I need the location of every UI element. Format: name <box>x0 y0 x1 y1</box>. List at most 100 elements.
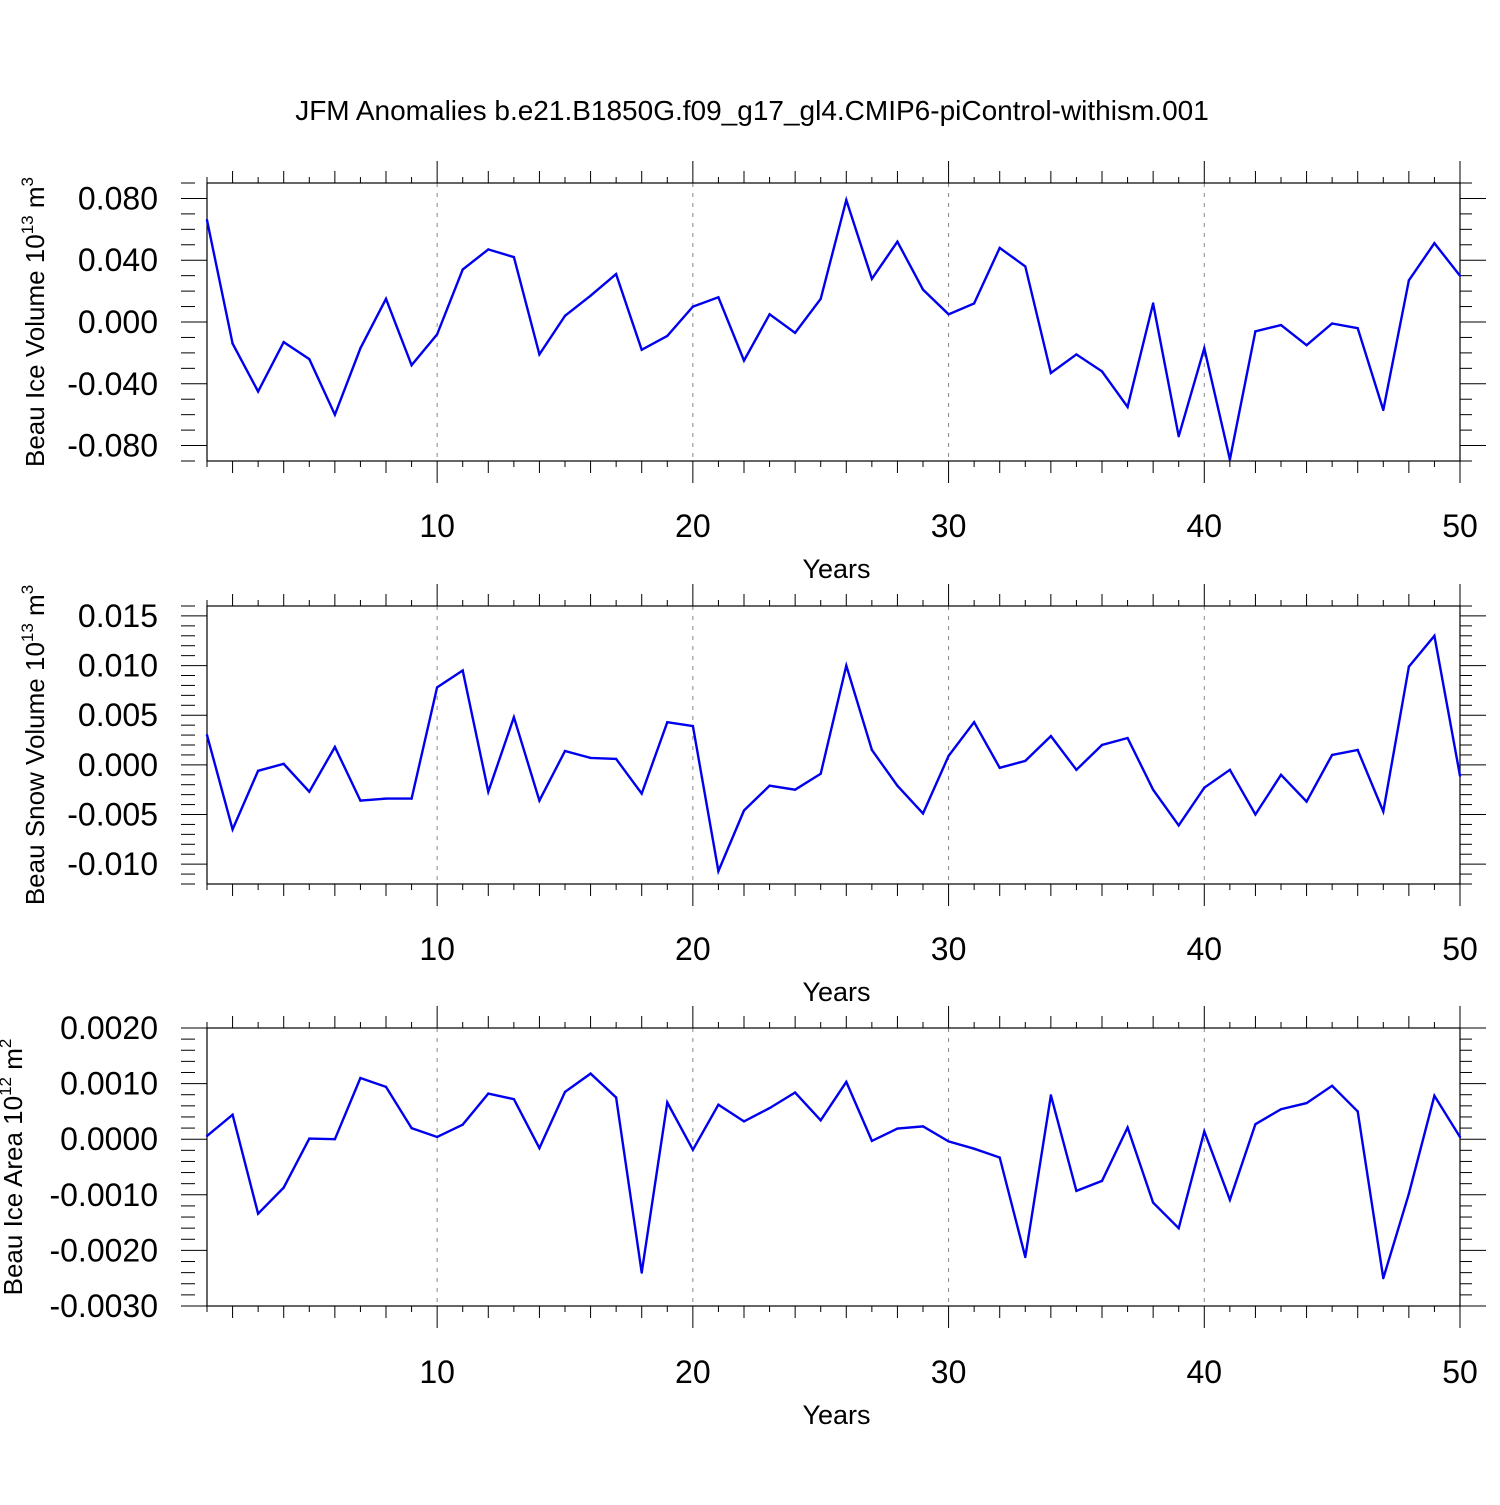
data-point <box>231 342 234 345</box>
data-point <box>717 1103 720 1106</box>
y-axis-label-unit-exponent: 2 <box>0 1039 15 1048</box>
data-point <box>1458 1135 1462 1139</box>
data-point <box>691 724 695 728</box>
y-axis-label-unit: m <box>0 1048 28 1077</box>
data-point <box>1305 343 1308 347</box>
series-line <box>206 1072 1462 1279</box>
y-axis-label-unit-exponent: 3 <box>18 585 37 594</box>
data-point <box>1330 322 1334 325</box>
data-point <box>666 720 669 724</box>
data-point <box>1330 1084 1334 1088</box>
x-axis-label: Years <box>802 554 870 584</box>
data-point <box>1075 768 1078 772</box>
data-point <box>1151 302 1155 305</box>
data-point <box>666 1101 669 1104</box>
data-point <box>1279 323 1283 327</box>
panel-3: 10 20 30 40 50 -0.0030 -0.0020 -0.0010 0.0000 0.0… <box>0 1006 1486 1430</box>
data-point <box>896 784 899 787</box>
data-point <box>819 297 822 301</box>
data-point <box>614 272 618 276</box>
data-point <box>691 1148 695 1151</box>
y-tick-label: 0.0000 <box>60 1121 158 1157</box>
data-point <box>282 1186 285 1189</box>
data-point <box>487 1092 490 1095</box>
data-point <box>333 745 337 749</box>
data-point <box>793 331 797 335</box>
data-point <box>1024 1255 1027 1259</box>
data-point <box>972 720 976 724</box>
data-point <box>640 348 643 351</box>
data-point <box>896 1127 899 1130</box>
x-axis-label: Years <box>802 1400 870 1430</box>
data-point <box>538 353 541 356</box>
data-point <box>589 1072 592 1075</box>
data-point <box>947 1140 950 1143</box>
data-point <box>845 198 848 202</box>
data-point <box>359 347 362 350</box>
data-point <box>563 749 567 753</box>
data-point <box>435 686 439 689</box>
data-point <box>947 754 950 758</box>
data-point <box>717 869 720 873</box>
data-point <box>742 359 746 362</box>
data-point <box>1203 1130 1206 1133</box>
data-point <box>1330 753 1334 757</box>
data-point <box>205 218 209 222</box>
data-point <box>947 313 950 316</box>
y-axis-label: Beau Ice Volume 1013 m3 <box>18 177 50 467</box>
data-point <box>589 756 592 760</box>
x-tick-label: 40 <box>1186 1354 1222 1390</box>
data-point <box>435 1135 439 1139</box>
y-tick-label: 0.0010 <box>60 1066 158 1102</box>
panel-1: 10 20 30 40 50 -0.080 -0.040 0.000 0.040 0.080 Yea… <box>18 161 1486 584</box>
data-point <box>563 1090 567 1094</box>
data-point <box>1100 743 1104 747</box>
data-point <box>819 1119 822 1122</box>
data-point <box>742 809 746 812</box>
data-point <box>1458 774 1462 777</box>
x-tick-label: 50 <box>1442 931 1478 967</box>
data-point <box>1356 1110 1359 1113</box>
data-point <box>1228 458 1232 461</box>
data-point <box>308 1137 311 1140</box>
data-point <box>410 1126 413 1130</box>
x-tick-label: 30 <box>931 931 967 967</box>
data-point <box>921 1125 925 1128</box>
data-point <box>1279 773 1283 776</box>
y-tick-label: -0.010 <box>67 846 158 882</box>
data-point <box>870 1139 874 1143</box>
data-point <box>512 716 516 719</box>
data-point <box>1177 435 1180 438</box>
data-point <box>1203 786 1206 789</box>
y-tick-label: -0.040 <box>67 366 158 402</box>
data-point <box>1433 242 1436 245</box>
data-point <box>333 1138 337 1141</box>
data-point <box>998 766 1001 770</box>
data-point <box>1203 347 1206 350</box>
y-axis-label-exponent: 13 <box>18 623 37 642</box>
data-point <box>487 790 490 793</box>
y-tick-label: 0.080 <box>78 180 158 216</box>
data-point <box>845 1080 848 1084</box>
data-point <box>1305 1101 1308 1105</box>
data-point <box>256 1212 260 1215</box>
y-tick-label: 0.000 <box>78 747 158 783</box>
x-tick-label: 10 <box>419 1354 455 1390</box>
x-tick-label: 50 <box>1442 508 1478 544</box>
data-point <box>742 1120 746 1123</box>
data-point <box>1356 326 1359 330</box>
data-point <box>1024 759 1027 763</box>
data-point <box>205 733 209 737</box>
y-axis-label-exponent: 13 <box>18 215 37 234</box>
data-point <box>614 1096 618 1099</box>
data-point <box>1177 1226 1180 1230</box>
y-axis-label-text: Beau Ice Volume 10 <box>20 234 50 467</box>
data-point <box>1254 1122 1257 1126</box>
data-point <box>538 799 541 802</box>
data-point <box>384 797 388 800</box>
data-point <box>461 669 464 672</box>
data-point <box>563 314 567 318</box>
y-tick-label: 0.005 <box>78 697 158 733</box>
data-point <box>666 334 669 338</box>
